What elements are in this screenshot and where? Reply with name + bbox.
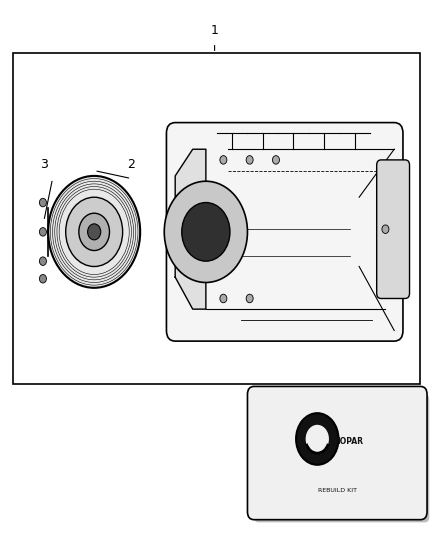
Circle shape [48, 176, 140, 288]
FancyBboxPatch shape [254, 394, 429, 522]
Circle shape [272, 156, 279, 164]
FancyBboxPatch shape [377, 160, 410, 298]
Circle shape [39, 274, 46, 283]
Text: 4: 4 [259, 387, 267, 400]
Text: REBUILD KIT: REBUILD KIT [318, 488, 357, 493]
Circle shape [39, 198, 46, 207]
Circle shape [66, 197, 123, 266]
Circle shape [39, 257, 46, 265]
Circle shape [220, 156, 227, 164]
Text: MOPAR: MOPAR [332, 437, 363, 446]
FancyBboxPatch shape [166, 123, 403, 341]
Circle shape [164, 181, 247, 282]
Circle shape [182, 203, 230, 261]
Circle shape [88, 224, 101, 240]
Circle shape [220, 294, 227, 303]
Circle shape [306, 425, 329, 453]
FancyBboxPatch shape [247, 386, 427, 520]
Circle shape [246, 294, 253, 303]
Circle shape [296, 413, 339, 465]
Bar [13, 53, 420, 384]
Circle shape [246, 156, 253, 164]
Text: 3: 3 [40, 158, 48, 171]
Text: 1: 1 [211, 25, 219, 37]
Polygon shape [175, 149, 206, 309]
Circle shape [39, 228, 46, 236]
Circle shape [382, 225, 389, 233]
Text: 2: 2 [127, 158, 135, 171]
Circle shape [79, 213, 110, 251]
